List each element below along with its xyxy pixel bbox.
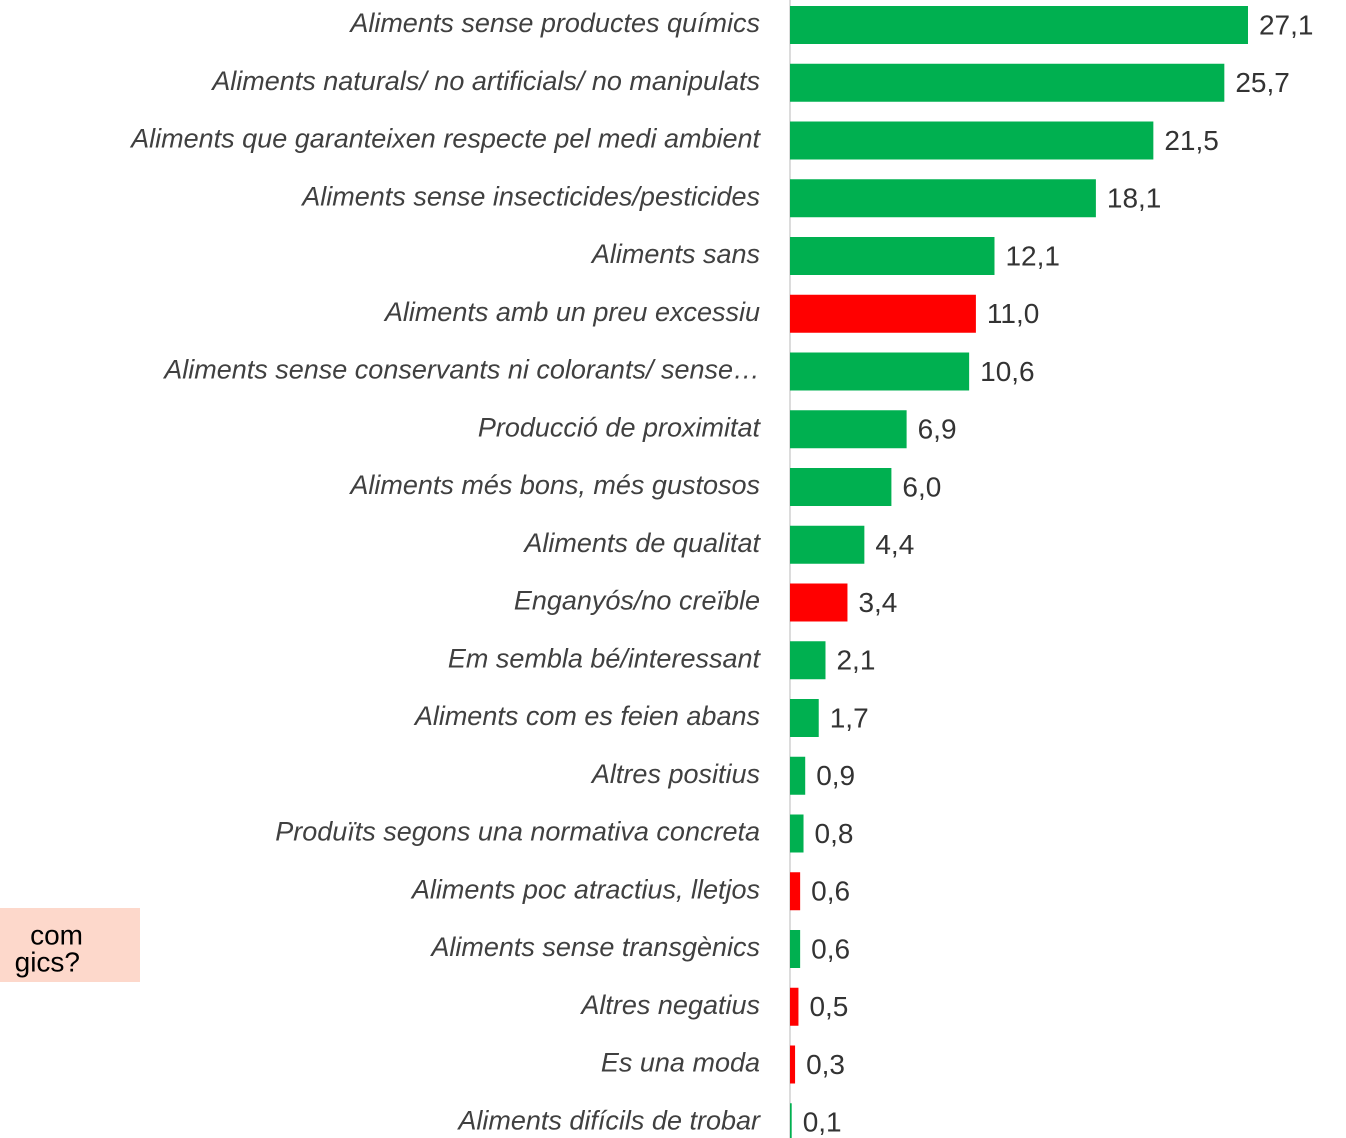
- note-box: [0, 908, 140, 982]
- category-label: Aliments sense transgènics: [429, 932, 760, 962]
- value-label: 4,4: [875, 529, 914, 560]
- value-label: 18,1: [1107, 183, 1162, 214]
- category-label: Producció de proximitat: [478, 412, 762, 442]
- category-label: Produïts segons una normativa concreta: [275, 817, 760, 847]
- bar: [790, 987, 799, 1026]
- value-label: 0,5: [809, 991, 848, 1022]
- category-label: Aliments de qualitat: [522, 528, 761, 558]
- bar: [790, 583, 848, 622]
- bar: [790, 1045, 796, 1084]
- value-label: 0,6: [811, 876, 850, 907]
- value-label: 0,3: [806, 1049, 845, 1080]
- bar: [790, 179, 1096, 218]
- bar: [790, 756, 806, 795]
- category-label: Aliments naturals/ no artificials/ no ma…: [210, 66, 760, 96]
- bar: [790, 6, 1248, 44]
- value-label: 0,9: [816, 760, 855, 791]
- category-label: Aliments que garanteixen respecte pel me…: [129, 124, 761, 154]
- category-label: Aliments sense productes químics: [348, 8, 760, 38]
- value-label: 21,5: [1164, 125, 1219, 156]
- bar: [790, 814, 804, 853]
- bar: [790, 641, 826, 680]
- value-label: 0,1: [803, 1107, 842, 1138]
- bar: [790, 525, 865, 564]
- bar: [790, 410, 907, 449]
- bar: [790, 1103, 792, 1138]
- bar: [790, 121, 1154, 160]
- category-label: Aliments difícils de trobar: [456, 1105, 761, 1135]
- bar: [790, 237, 995, 275]
- bar: [790, 63, 1225, 102]
- value-label: 25,7: [1235, 67, 1290, 98]
- bar: [790, 468, 892, 506]
- category-label: Aliments amb un preu excessiu: [383, 297, 760, 327]
- bar: [790, 352, 970, 391]
- category-label: Altres positius: [590, 759, 760, 789]
- category-label: Enganyós/no creïble: [514, 586, 760, 616]
- category-label: Es una moda: [601, 1048, 760, 1078]
- category-label: Aliments poc atractius, lletjos: [410, 874, 760, 904]
- category-label: Aliments més bons, més gustosos: [348, 470, 760, 500]
- value-label: 2,1: [836, 645, 875, 676]
- bar: [790, 294, 976, 333]
- value-label: 0,6: [811, 933, 850, 964]
- bar: [790, 872, 801, 911]
- value-label: 3,4: [858, 587, 897, 618]
- bar: [790, 699, 819, 737]
- value-label: 12,1: [1005, 240, 1060, 271]
- bar: [790, 930, 801, 968]
- value-label: 11,0: [987, 298, 1039, 329]
- category-label: Aliments com es feien abans: [413, 701, 760, 731]
- value-label: 27,1: [1259, 9, 1314, 40]
- value-label: 6,9: [918, 414, 957, 445]
- category-label: Aliments sense insecticides/pesticides: [300, 181, 760, 211]
- category-label: Em sembla bé/interessant: [448, 643, 762, 673]
- value-label: 1,7: [830, 702, 869, 733]
- category-label: Aliments sense conservants ni colorants/…: [162, 355, 760, 385]
- note-text: com: [30, 919, 83, 950]
- value-label: 6,0: [902, 471, 941, 502]
- value-label: 10,6: [980, 356, 1035, 387]
- value-label: 0,8: [815, 818, 854, 849]
- category-label: Altres negatius: [579, 990, 760, 1020]
- category-label: Aliments sans: [590, 239, 760, 269]
- note-text: gics?: [15, 946, 80, 977]
